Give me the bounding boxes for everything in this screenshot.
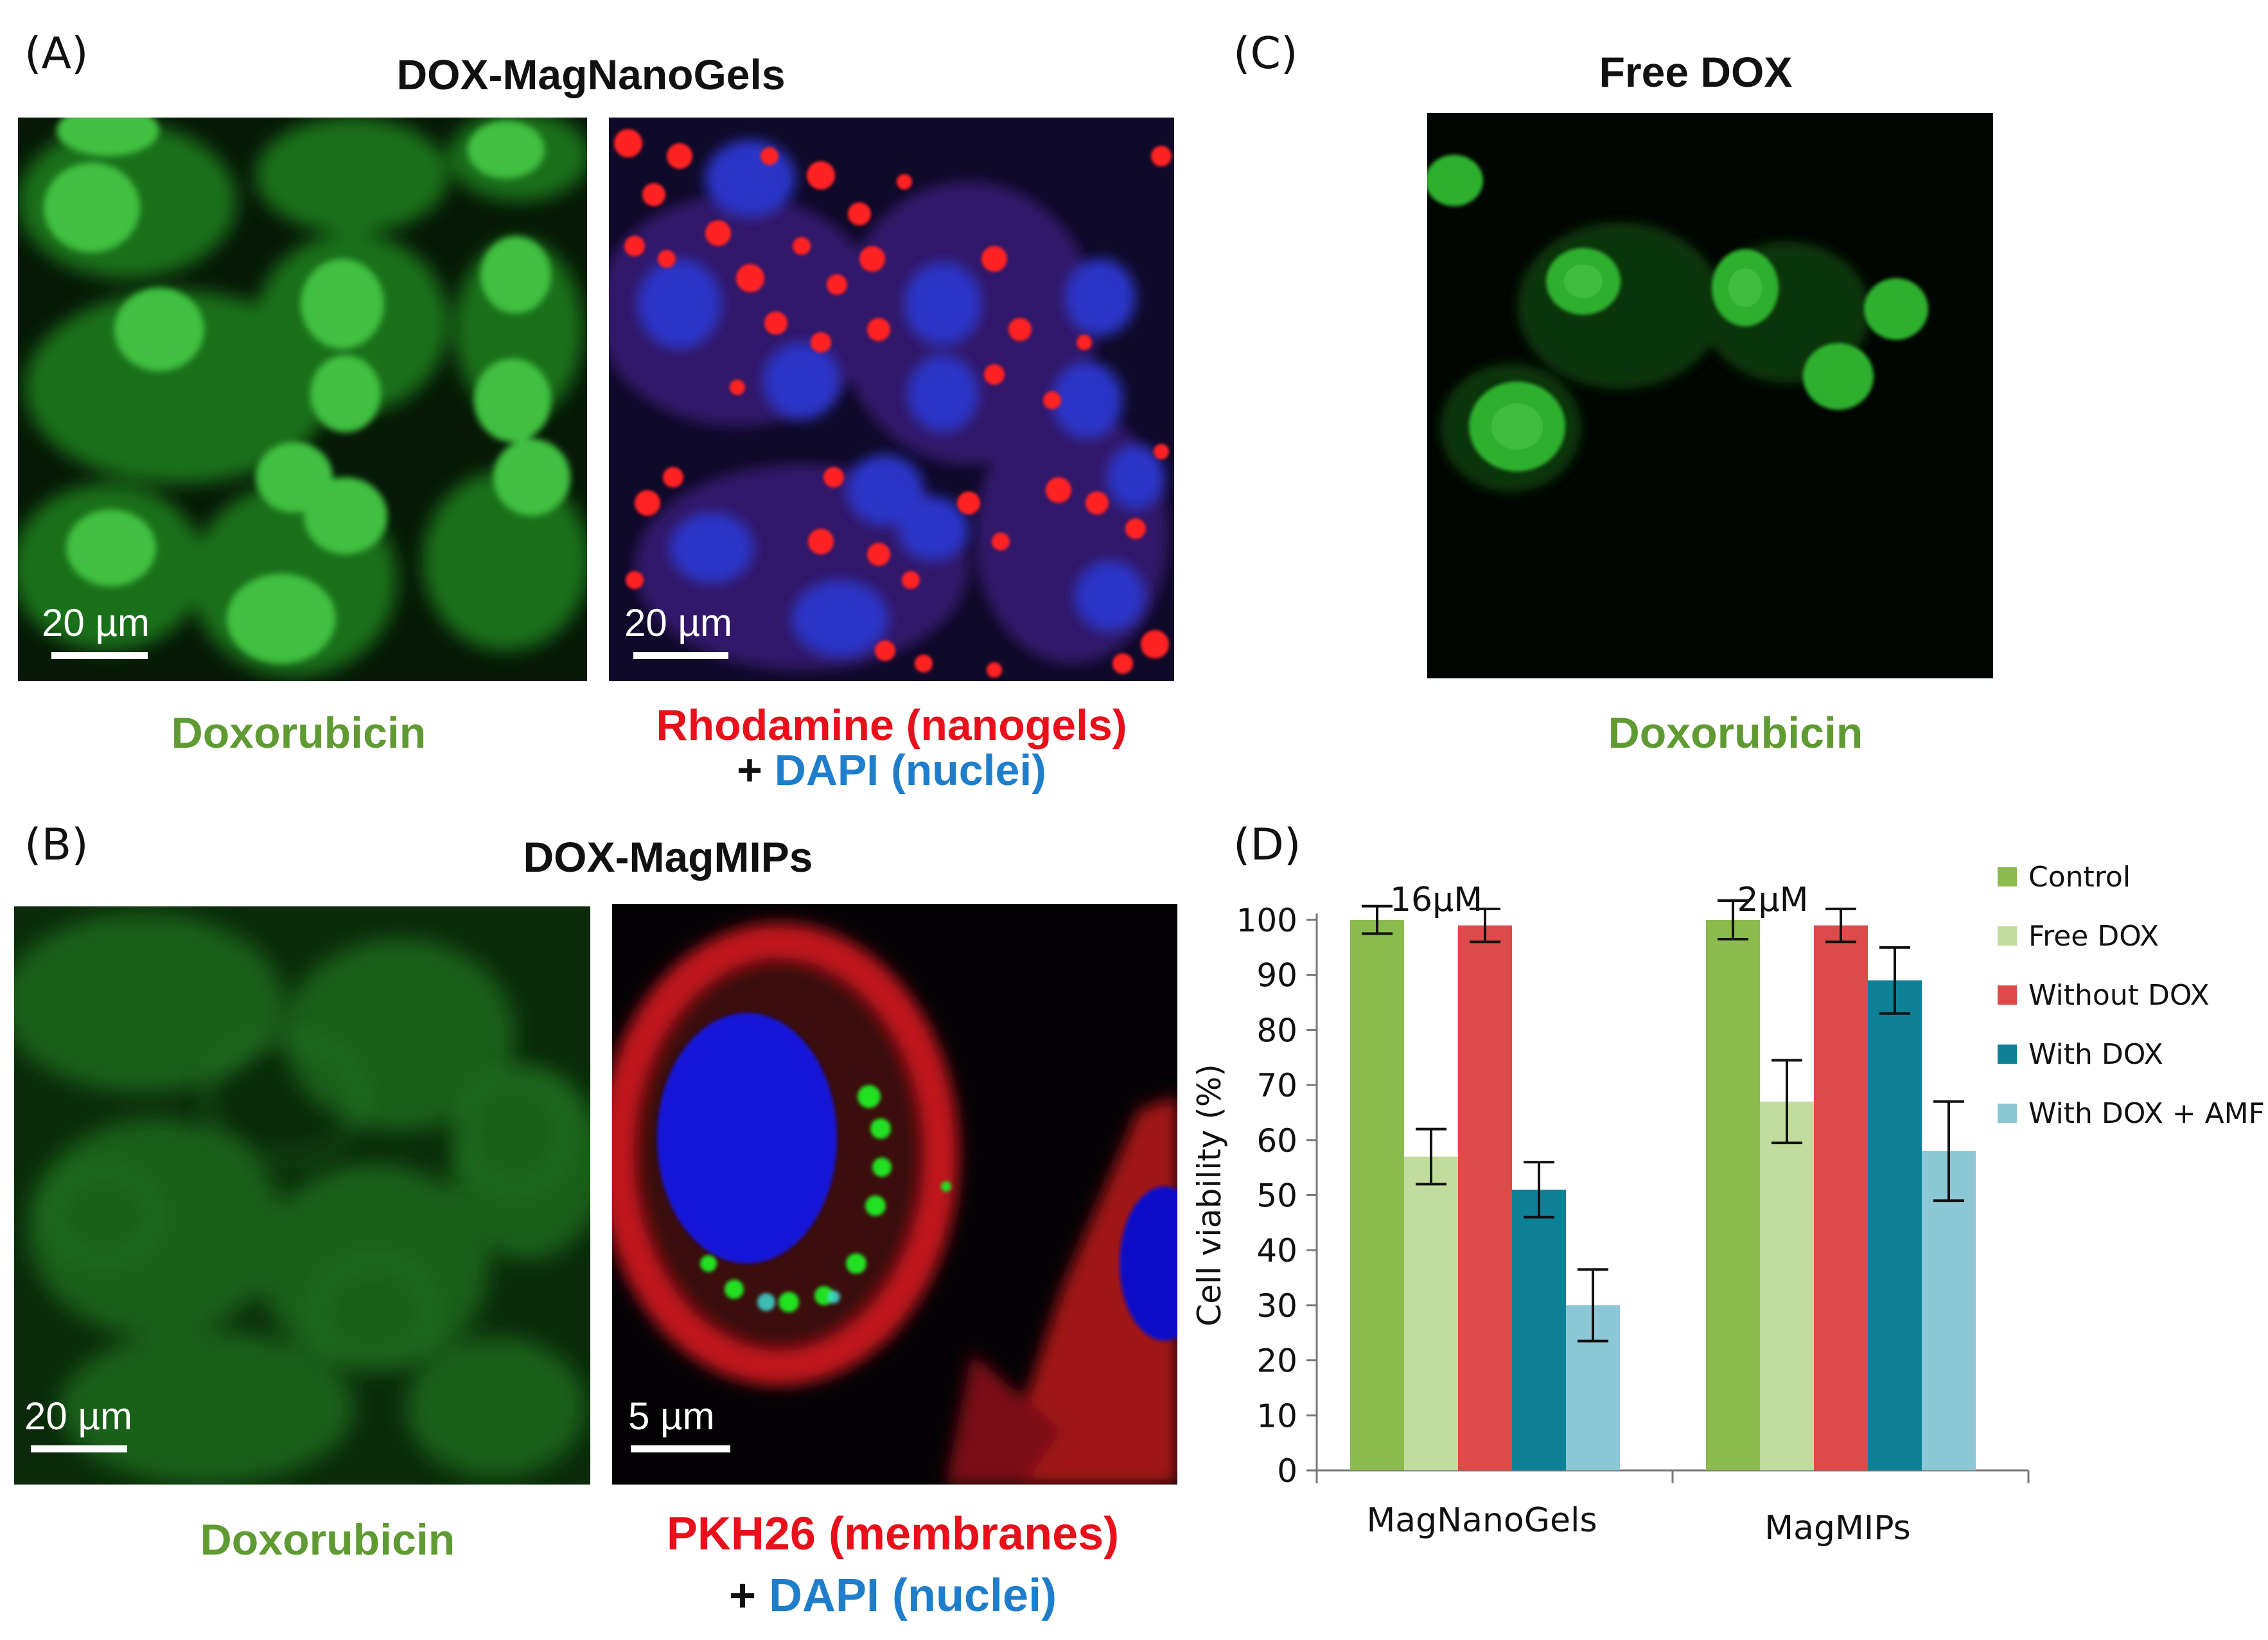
- micrograph-a1-scale-bar: [51, 652, 148, 659]
- y-tick-label: 10: [1256, 1397, 1297, 1434]
- bar: [1868, 980, 1922, 1470]
- group-concentration-label: 16µM: [1390, 881, 1482, 919]
- micrograph-b2-scale-bar: [631, 1445, 730, 1452]
- y-tick-label: 90: [1256, 957, 1297, 994]
- legend-swatch: [1998, 1045, 2017, 1064]
- bar: [1404, 1156, 1458, 1470]
- group-concentration-label: 2µM: [1737, 881, 1808, 919]
- bar: [1350, 920, 1404, 1470]
- micrograph-b-pkh26-dapi: [612, 904, 1177, 1485]
- y-tick-label: 0: [1277, 1452, 1297, 1490]
- chart-legend: Control Free DOX Without DOX With DOX With D…: [1998, 861, 2265, 1130]
- micrograph-b-doxorubicin: [14, 906, 590, 1485]
- y-tick-label: 70: [1256, 1067, 1297, 1104]
- y-tick-label: 80: [1256, 1012, 1297, 1049]
- dapi-label: DAPI (nuclei): [769, 1570, 1057, 1621]
- bar: [1814, 925, 1868, 1470]
- micrograph-b2-scale-label: 5 µm: [628, 1395, 715, 1438]
- bar: [1922, 1151, 1976, 1470]
- panel-a-caption-rhodamine: Rhodamine (nanogels) + DAPI (nuclei): [609, 703, 1174, 793]
- panel-a-title: DOX-MagNanoGels: [396, 51, 786, 98]
- bar: [1760, 1101, 1814, 1470]
- panel-c-title: Free DOX: [1599, 48, 1793, 96]
- legend-swatch: [1998, 926, 2017, 946]
- legend-label: With DOX + AMF: [2028, 1097, 2265, 1130]
- panel-c-letter: (C): [1233, 28, 1298, 79]
- y-tick-label: 100: [1236, 902, 1297, 939]
- legend-label: Without DOX: [2028, 979, 2210, 1012]
- legend-label: Free DOX: [2028, 920, 2159, 953]
- panel-d-letter: (D): [1233, 820, 1301, 870]
- plus-sign: +: [737, 746, 762, 795]
- rhodamine-label: Rhodamine (nanogels): [656, 701, 1127, 750]
- y-tick-label: 20: [1256, 1343, 1297, 1380]
- chart-axes: 0 10 20 30 40 50 60 70 80 90 100 Cell viability (%)…: [1191, 881, 2030, 1547]
- micrograph-a-rhodamine-dapi: [609, 118, 1174, 681]
- y-tick-label: 50: [1256, 1177, 1297, 1215]
- legend-label: Control: [2028, 861, 2131, 894]
- bar: [1706, 920, 1760, 1470]
- bar: [1458, 925, 1512, 1470]
- panel-b-caption-doxorubicin: Doxorubicin: [200, 1515, 455, 1564]
- micrograph-b1-scale-bar: [31, 1445, 127, 1452]
- panel-b-letter: (B): [24, 820, 89, 870]
- x-category-label: MagNanoGels: [1366, 1501, 1597, 1540]
- chart-bars: [1350, 899, 1976, 1470]
- legend-swatch: [1998, 985, 2017, 1005]
- x-category-label: MagMIPs: [1764, 1509, 1910, 1547]
- y-tick-label: 60: [1256, 1122, 1297, 1159]
- bar: [1512, 1189, 1566, 1470]
- legend-swatch: [1998, 1104, 2017, 1123]
- micrograph-b1-scale-label: 20 µm: [24, 1395, 132, 1438]
- micrograph-a2-scale-bar: [633, 652, 728, 659]
- micrograph-a-doxorubicin: [18, 118, 587, 681]
- panel-c-caption-doxorubicin: Doxorubicin: [1608, 709, 1863, 757]
- legend-label: With DOX: [2028, 1038, 2163, 1071]
- panel-a-letter: (A): [24, 28, 89, 79]
- panel-b-title: DOX-MagMIPs: [523, 833, 813, 881]
- panel-b-caption-pkh26: PKH26 (membranes) + DAPI (nuclei): [578, 1503, 1208, 1627]
- legend-swatch: [1998, 867, 2017, 886]
- pkh26-label: PKH26 (membranes): [666, 1508, 1120, 1560]
- dapi-label: DAPI (nuclei): [774, 746, 1046, 795]
- y-tick-label: 30: [1256, 1287, 1297, 1325]
- micrograph-c-free-dox: [1427, 113, 1993, 678]
- cell-viability-bar-chart: 0 10 20 30 40 50 60 70 80 90 100 Cell viability (%)…: [1191, 861, 2265, 1547]
- micrograph-a2-scale-label: 20 µm: [624, 601, 732, 644]
- panel-a-caption-doxorubicin: Doxorubicin: [171, 709, 426, 757]
- plus-sign: +: [728, 1570, 756, 1621]
- micrograph-a1-scale-label: 20 µm: [42, 601, 150, 644]
- y-axis-label: Cell viability (%): [1191, 1064, 1228, 1327]
- y-tick-label: 40: [1256, 1232, 1297, 1269]
